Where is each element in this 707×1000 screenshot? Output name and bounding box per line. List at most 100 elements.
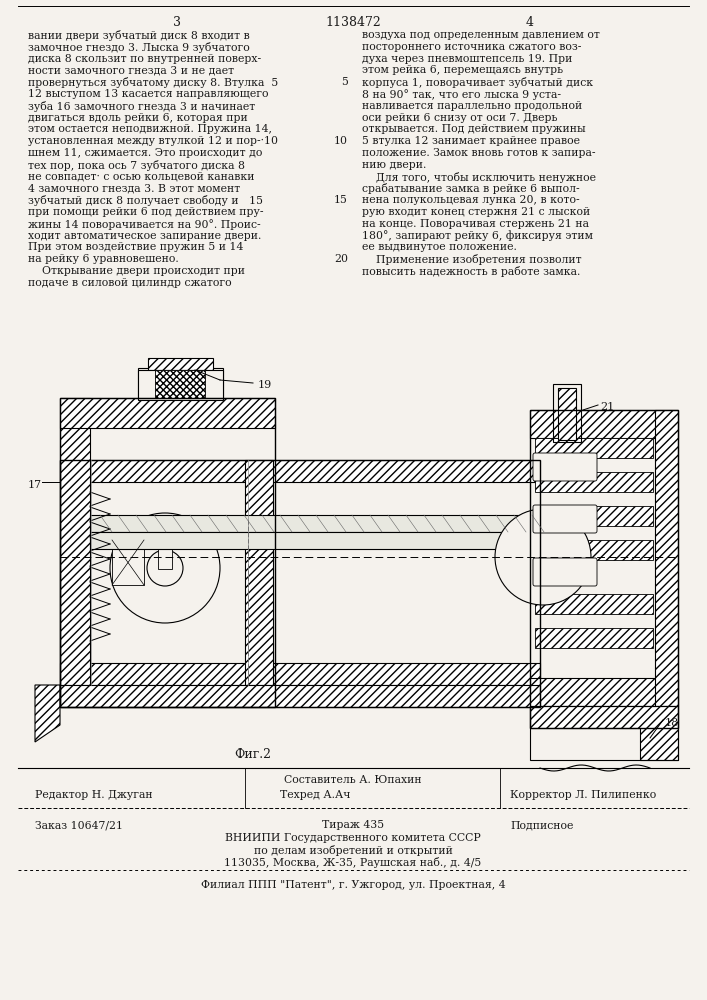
Text: положение. Замок вновь готов к запира-: положение. Замок вновь готов к запира- xyxy=(362,148,595,158)
Bar xyxy=(535,628,653,648)
Text: установленная между втулкой 12 и пор-·10: установленная между втулкой 12 и пор-·10 xyxy=(28,136,278,146)
Text: подаче в силовой цилиндр сжатого: подаче в силовой цилиндр сжатого xyxy=(28,278,232,288)
Text: Редактор Н. Джуган: Редактор Н. Джуган xyxy=(35,790,153,800)
Circle shape xyxy=(495,509,591,605)
Text: 5 втулка 12 занимает крайнее правое: 5 втулка 12 занимает крайнее правое xyxy=(362,136,580,146)
Bar xyxy=(655,410,678,706)
Bar xyxy=(158,537,172,569)
Text: 18: 18 xyxy=(665,718,679,728)
Bar xyxy=(90,532,545,549)
Bar xyxy=(535,540,653,560)
Polygon shape xyxy=(35,685,60,742)
Text: 180°, запирают рейку 6, фиксируя этим: 180°, запирают рейку 6, фиксируя этим xyxy=(362,231,593,241)
Text: 10: 10 xyxy=(334,136,348,146)
Text: Открывание двери происходит при: Открывание двери происходит при xyxy=(28,266,245,276)
Circle shape xyxy=(110,513,220,623)
Bar xyxy=(60,663,540,685)
Text: диска 8 скользит по внутренней поверх-: диска 8 скользит по внутренней поверх- xyxy=(28,54,261,64)
Text: ходит автоматическое запирание двери.: ходит автоматическое запирание двери. xyxy=(28,231,262,241)
Text: зубчатый диск 8 получает свободу и   15: зубчатый диск 8 получает свободу и 15 xyxy=(28,195,263,206)
Polygon shape xyxy=(530,706,678,760)
Text: тех пор, пока ось 7 зубчатого диска 8: тех пор, пока ось 7 зубчатого диска 8 xyxy=(28,160,245,171)
Bar xyxy=(112,540,144,585)
Circle shape xyxy=(147,550,183,586)
Text: 20: 20 xyxy=(334,254,348,264)
Text: 15: 15 xyxy=(334,195,348,205)
Text: при помощи рейки 6 под действием пру-: при помощи рейки 6 под действием пру- xyxy=(28,207,264,217)
Text: 8 на 90° так, что его лыска 9 уста-: 8 на 90° так, что его лыска 9 уста- xyxy=(362,89,561,100)
Text: жины 14 поворачивается на 90°. Проис-: жины 14 поворачивается на 90°. Проис- xyxy=(28,219,261,230)
Text: открывается. Под действием пружины: открывается. Под действием пружины xyxy=(362,124,585,134)
Bar xyxy=(535,594,653,614)
Text: 4 замочного гнезда 3. В этот момент: 4 замочного гнезда 3. В этот момент xyxy=(28,183,240,193)
Text: навливается параллельно продольной: навливается параллельно продольной xyxy=(362,101,583,111)
Text: Фиг.2: Фиг.2 xyxy=(235,748,271,761)
FancyBboxPatch shape xyxy=(533,505,597,533)
Text: Применение изобретения позволит: Применение изобретения позволит xyxy=(362,254,582,265)
Bar xyxy=(152,525,178,539)
Text: Для того, чтобы исключить ненужное: Для того, чтобы исключить ненужное xyxy=(362,172,596,183)
Text: 4: 4 xyxy=(526,16,534,29)
Text: При этом воздействие пружин 5 и 14: При этом воздействие пружин 5 и 14 xyxy=(28,242,243,252)
Text: Тираж 435: Тираж 435 xyxy=(322,820,384,830)
FancyBboxPatch shape xyxy=(533,558,597,586)
Text: 5: 5 xyxy=(341,77,348,87)
Bar xyxy=(60,398,90,685)
Bar xyxy=(530,410,678,728)
Text: Техред А.Ач: Техред А.Ач xyxy=(280,790,351,800)
Bar xyxy=(553,384,581,442)
Bar xyxy=(90,515,545,532)
Text: корпуса 1, поворачивает зубчатый диск: корпуса 1, поворачивает зубчатый диск xyxy=(362,77,593,88)
Bar xyxy=(535,438,653,458)
Text: 113035, Москва, Ж-35, Раушская наб., д. 4/5: 113035, Москва, Ж-35, Раушская наб., д. … xyxy=(224,857,481,868)
Text: не совпадет· с осью кольцевой канавки: не совпадет· с осью кольцевой канавки xyxy=(28,172,255,182)
Text: срабатывание замка в рейке 6 выпол-: срабатывание замка в рейке 6 выпол- xyxy=(362,183,580,194)
Bar xyxy=(60,460,540,707)
Text: постороннего источника сжатого воз-: постороннего источника сжатого воз- xyxy=(362,42,581,52)
Text: провернуться зубчатому диску 8. Втулка  5: провернуться зубчатому диску 8. Втулка 5 xyxy=(28,77,279,88)
Text: этом остается неподвижной. Пружина 14,: этом остается неподвижной. Пружина 14, xyxy=(28,124,272,134)
Text: 17: 17 xyxy=(28,480,42,490)
Bar xyxy=(60,398,275,428)
Text: ВНИИПИ Государственного комитета СССР: ВНИИПИ Государственного комитета СССР xyxy=(225,833,481,843)
Text: нию двери.: нию двери. xyxy=(362,160,426,170)
Text: на рейку 6 уравновешено.: на рейку 6 уравновешено. xyxy=(28,254,179,264)
Bar xyxy=(155,370,205,398)
Bar xyxy=(60,685,540,707)
Bar xyxy=(60,398,275,707)
Text: рую входит конец стержня 21 с лыской: рую входит конец стержня 21 с лыской xyxy=(362,207,590,217)
Text: на конце. Поворачивая стержень 21 на: на конце. Поворачивая стержень 21 на xyxy=(362,219,589,229)
Text: воздуха под определенным давлением от: воздуха под определенным давлением от xyxy=(362,30,600,40)
Text: этом рейка 6, перемещаясь внутрь: этом рейка 6, перемещаясь внутрь xyxy=(362,65,563,75)
Text: нена полукольцевая лунка 20, в кото-: нена полукольцевая лунка 20, в кото- xyxy=(362,195,580,205)
Bar xyxy=(138,370,223,398)
Bar xyxy=(138,368,223,400)
Text: вании двери зубчатый диск 8 входит в: вании двери зубчатый диск 8 входит в xyxy=(28,30,250,41)
Text: Заказ 10647/21: Заказ 10647/21 xyxy=(35,820,123,830)
FancyBboxPatch shape xyxy=(533,453,597,481)
Bar xyxy=(535,472,653,492)
Text: шнем 11, сжимается. Это происходит до: шнем 11, сжимается. Это происходит до xyxy=(28,148,262,158)
Text: ности замочного гнезда 3 и не дает: ности замочного гнезда 3 и не дает xyxy=(28,65,234,75)
Bar xyxy=(245,460,273,685)
Text: ее выдвинутое положение.: ее выдвинутое положение. xyxy=(362,242,517,252)
Text: 1138472: 1138472 xyxy=(325,16,381,29)
Text: двигаться вдоль рейки 6, которая при: двигаться вдоль рейки 6, которая при xyxy=(28,113,247,123)
Text: замочное гнездо 3. Лыска 9 зубчатого: замочное гнездо 3. Лыска 9 зубчатого xyxy=(28,42,250,53)
Text: Корректор Л. Пилипенко: Корректор Л. Пилипенко xyxy=(510,790,656,800)
Text: духа через пневмоштепсель 19. При: духа через пневмоштепсель 19. При xyxy=(362,54,573,64)
Bar xyxy=(558,388,576,440)
Text: 21: 21 xyxy=(600,402,614,412)
Text: по делам изобретений и открытий: по делам изобретений и открытий xyxy=(254,845,452,856)
Text: Составитель А. Юпахин: Составитель А. Юпахин xyxy=(284,775,422,785)
Text: оси рейки 6 снизу от оси 7. Дверь: оси рейки 6 снизу от оси 7. Дверь xyxy=(362,113,558,123)
Text: 3: 3 xyxy=(173,16,181,29)
Bar xyxy=(530,706,678,760)
Text: 12 выступом 13 касается направляющего: 12 выступом 13 касается направляющего xyxy=(28,89,269,99)
Bar xyxy=(530,410,678,438)
Bar xyxy=(148,358,213,370)
Text: зуба 16 замочного гнезда 3 и начинает: зуба 16 замочного гнезда 3 и начинает xyxy=(28,101,255,112)
Bar xyxy=(60,460,540,482)
Text: повысить надежность в работе замка.: повысить надежность в работе замка. xyxy=(362,266,580,277)
Bar xyxy=(530,678,678,706)
